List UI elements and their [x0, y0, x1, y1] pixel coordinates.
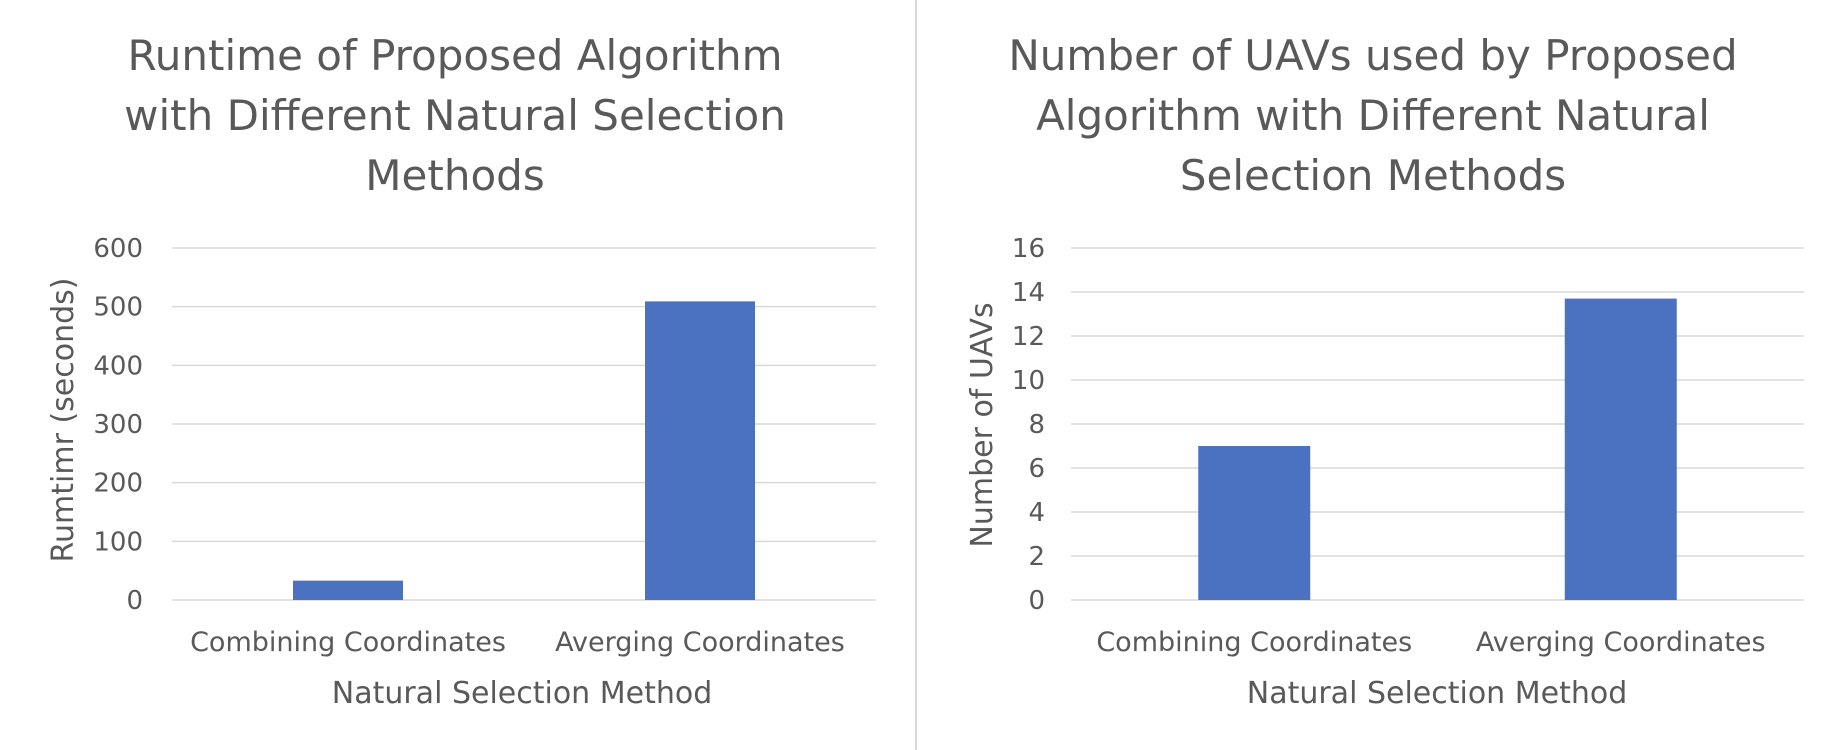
y-tick-label: 16	[1012, 234, 1045, 264]
category-labels: Combining Coordinates Averging Coordinate…	[190, 627, 845, 658]
bar	[1198, 446, 1311, 600]
chart-uavs: Number of UAVs used by Proposed Algorith…	[965, 31, 1804, 711]
category-label: Combining Coordinates	[190, 627, 506, 658]
chart-title-line: Runtime of Proposed Algorithm	[127, 31, 782, 80]
gridlines	[172, 247, 876, 601]
y-tick-labels: 0 2 4 6 8 10 12 14 16	[1012, 234, 1045, 616]
category-labels: Combining Coordinates Averging Coordinate…	[1096, 627, 1765, 658]
category-label: Combining Coordinates	[1096, 627, 1412, 658]
chart-title-line: Number of UAVs used by Proposed	[1008, 31, 1737, 80]
chart-title-line: Methods	[365, 151, 544, 200]
bar	[645, 301, 755, 600]
chart-runtime: Runtime of Proposed Algorithm with Diffe…	[46, 31, 876, 711]
chart-title-line: Selection Methods	[1180, 151, 1566, 200]
y-tick-labels: 0 100 200 300 400 500 600	[93, 234, 143, 616]
y-tick-label: 2	[1028, 542, 1045, 572]
y-tick-label: 0	[126, 586, 143, 616]
category-label: Averging Coordinates	[1476, 627, 1766, 658]
chart-title-line: with Different Natural Selection	[124, 91, 786, 140]
bar	[293, 580, 403, 600]
x-axis-title: Natural Selection Method	[332, 676, 713, 711]
y-tick-label: 12	[1012, 322, 1045, 352]
y-tick-label: 200	[93, 469, 143, 499]
y-tick-label: 6	[1028, 454, 1045, 484]
chart-title-line: Algorithm with Different Natural	[1036, 91, 1710, 140]
y-tick-label: 8	[1028, 410, 1045, 440]
y-tick-label: 4	[1028, 498, 1045, 528]
gridlines	[1071, 247, 1804, 601]
category-label: Averging Coordinates	[555, 627, 845, 658]
y-tick-label: 100	[93, 527, 143, 557]
y-tick-label: 300	[93, 410, 143, 440]
y-axis-title: Rumtimr (seconds)	[46, 278, 81, 563]
x-axis-title: Natural Selection Method	[1247, 676, 1628, 711]
y-axis-title: Number of UAVs	[965, 302, 1000, 547]
bars	[1198, 298, 1677, 600]
y-tick-label: 10	[1012, 366, 1045, 396]
y-tick-label: 0	[1028, 586, 1045, 616]
y-tick-label: 400	[93, 351, 143, 381]
y-tick-label: 600	[93, 234, 143, 264]
bars	[293, 301, 755, 600]
y-tick-label: 500	[93, 293, 143, 323]
bar	[1564, 298, 1677, 600]
y-tick-label: 14	[1012, 278, 1045, 308]
